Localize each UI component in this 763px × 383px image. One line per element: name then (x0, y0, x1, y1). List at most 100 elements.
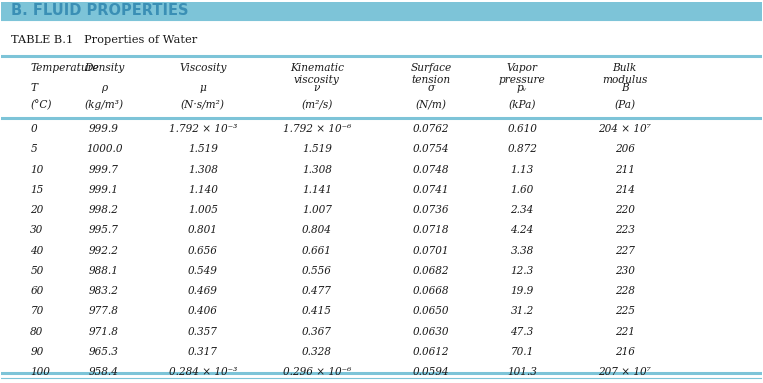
Text: 204 × 10⁷: 204 × 10⁷ (598, 124, 651, 134)
Text: 101.3: 101.3 (507, 367, 537, 377)
Text: 50: 50 (31, 266, 43, 276)
Text: 1.60: 1.60 (510, 185, 534, 195)
Text: σ: σ (427, 83, 434, 93)
Text: 211: 211 (615, 165, 635, 175)
Text: 999.1: 999.1 (89, 185, 119, 195)
Text: (kPa): (kPa) (508, 100, 536, 110)
Text: 0.661: 0.661 (302, 246, 332, 255)
Text: 40: 40 (31, 246, 43, 255)
Bar (2, 2, 761, 20)
Text: 0.0736: 0.0736 (413, 205, 449, 215)
Text: 5: 5 (31, 144, 37, 154)
Text: Kinematic
viscosity: Kinematic viscosity (290, 63, 344, 85)
Text: 977.8: 977.8 (89, 306, 119, 316)
Text: 225: 225 (615, 306, 635, 316)
Text: 0.367: 0.367 (302, 327, 332, 337)
Text: 0.477: 0.477 (302, 286, 332, 296)
Text: 0.0701: 0.0701 (413, 246, 449, 255)
Text: 207 × 10⁷: 207 × 10⁷ (598, 367, 651, 377)
Text: 0.0650: 0.0650 (413, 306, 449, 316)
Text: μ: μ (199, 83, 206, 93)
Text: 1.141: 1.141 (302, 185, 332, 195)
Text: 0.549: 0.549 (188, 266, 217, 276)
Text: (N/m): (N/m) (415, 100, 446, 110)
Text: 10: 10 (31, 165, 43, 175)
Text: 1.007: 1.007 (302, 205, 332, 215)
Text: 100: 100 (31, 367, 50, 377)
Text: Viscosity: Viscosity (179, 63, 227, 73)
Text: 0.357: 0.357 (188, 327, 217, 337)
Text: 965.3: 965.3 (89, 347, 119, 357)
Text: (°C): (°C) (31, 100, 52, 110)
Text: 998.2: 998.2 (89, 205, 119, 215)
Text: 999.7: 999.7 (89, 165, 119, 175)
Text: 1.13: 1.13 (510, 165, 534, 175)
Text: 70: 70 (31, 306, 43, 316)
Text: 216: 216 (615, 347, 635, 357)
Text: 983.2: 983.2 (89, 286, 119, 296)
Text: ρ: ρ (101, 83, 107, 93)
Text: 1.308: 1.308 (188, 165, 217, 175)
Text: 0.415: 0.415 (302, 306, 332, 316)
Text: 958.4: 958.4 (89, 367, 119, 377)
Text: 1.308: 1.308 (302, 165, 332, 175)
Text: 19.9: 19.9 (510, 286, 534, 296)
Text: 0: 0 (31, 124, 37, 134)
Text: Density: Density (84, 63, 124, 73)
Text: 214: 214 (615, 185, 635, 195)
Text: (kg/m³): (kg/m³) (85, 100, 124, 110)
Text: Temperature: Temperature (31, 63, 99, 73)
Text: B: B (621, 83, 629, 93)
Text: 995.7: 995.7 (89, 225, 119, 235)
Text: 20: 20 (31, 205, 43, 215)
Text: 0.0668: 0.0668 (413, 286, 449, 296)
Text: Surface
tension: Surface tension (410, 63, 452, 85)
Text: 220: 220 (615, 205, 635, 215)
Text: 31.2: 31.2 (510, 306, 534, 316)
Text: 1.792 × 10⁻⁶: 1.792 × 10⁻⁶ (283, 124, 351, 134)
Text: 228: 228 (615, 286, 635, 296)
Text: Vapor
pressure: Vapor pressure (499, 63, 546, 85)
Text: 0.317: 0.317 (188, 347, 217, 357)
Text: 0.296 × 10⁻⁶: 0.296 × 10⁻⁶ (283, 367, 351, 377)
Text: 0.0741: 0.0741 (413, 185, 449, 195)
Text: 0.406: 0.406 (188, 306, 217, 316)
Text: 230: 230 (615, 266, 635, 276)
Text: 0.469: 0.469 (188, 286, 217, 296)
Text: B. FLUID PROPERTIES: B. FLUID PROPERTIES (11, 3, 188, 18)
Text: 206: 206 (615, 144, 635, 154)
Text: 999.9: 999.9 (89, 124, 119, 134)
Text: (Pa): (Pa) (614, 100, 636, 110)
Text: 0.556: 0.556 (302, 266, 332, 276)
Text: 12.3: 12.3 (510, 266, 534, 276)
Text: 992.2: 992.2 (89, 246, 119, 255)
Text: 90: 90 (31, 347, 43, 357)
Text: 0.0748: 0.0748 (413, 165, 449, 175)
Text: 0.0718: 0.0718 (413, 225, 449, 235)
Text: 988.1: 988.1 (89, 266, 119, 276)
Text: 47.3: 47.3 (510, 327, 534, 337)
Text: ν: ν (314, 83, 320, 93)
Text: T: T (31, 83, 37, 93)
Text: 70.1: 70.1 (510, 347, 534, 357)
Text: 0.0754: 0.0754 (413, 144, 449, 154)
Text: 1.792 × 10⁻³: 1.792 × 10⁻³ (169, 124, 237, 134)
Text: 0.0630: 0.0630 (413, 327, 449, 337)
Text: 1.005: 1.005 (188, 205, 217, 215)
Text: 0.0762: 0.0762 (413, 124, 449, 134)
Text: 223: 223 (615, 225, 635, 235)
Text: Bulk
modulus: Bulk modulus (602, 63, 648, 85)
Text: 1.519: 1.519 (188, 144, 217, 154)
Text: 15: 15 (31, 185, 43, 195)
Text: 227: 227 (615, 246, 635, 255)
Text: 0.801: 0.801 (188, 225, 217, 235)
Text: (m²/s): (m²/s) (301, 100, 333, 110)
Text: 0.872: 0.872 (507, 144, 537, 154)
Text: TABLE B.1   Properties of Water: TABLE B.1 Properties of Water (11, 35, 198, 45)
Text: 30: 30 (31, 225, 43, 235)
Text: 0.656: 0.656 (188, 246, 217, 255)
Text: 0.804: 0.804 (302, 225, 332, 235)
Text: 60: 60 (31, 286, 43, 296)
Text: 0.0682: 0.0682 (413, 266, 449, 276)
Text: 3.38: 3.38 (510, 246, 534, 255)
